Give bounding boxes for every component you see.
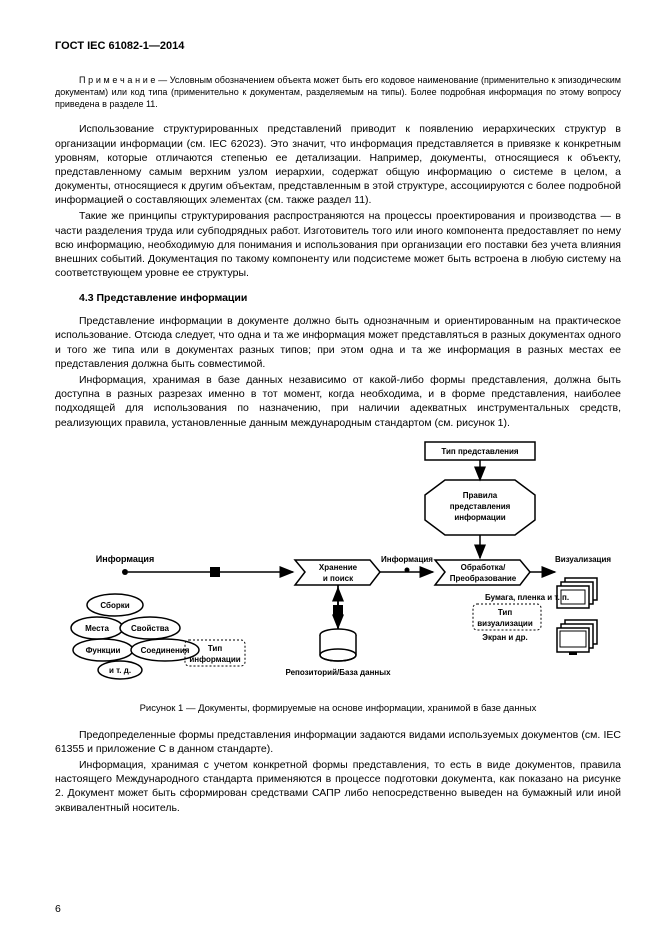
paragraph-block-1: Использование структурированных представ… bbox=[55, 122, 621, 280]
info-clouds: Сборки Места Свойства Функции Соединения… bbox=[71, 594, 199, 679]
monitors-stack-icon bbox=[557, 620, 597, 655]
store-label-2: и поиск bbox=[323, 574, 354, 583]
proc-label-1: Обработка/ bbox=[461, 563, 507, 572]
vis-type-label-1: Тип bbox=[498, 608, 513, 617]
cloud-2-label: Места bbox=[85, 624, 109, 633]
rules-label-3: информации bbox=[454, 513, 505, 522]
mid-square-icon bbox=[333, 605, 343, 615]
figure-caption: Рисунок 1 — Документы, формируемые на ос… bbox=[55, 703, 621, 714]
screen-label: Экран и др. bbox=[482, 633, 527, 642]
info-dot-2 bbox=[405, 567, 410, 572]
store-label-1: Хранение bbox=[319, 563, 358, 572]
database-icon bbox=[320, 629, 356, 661]
paper-label: Бумага, пленка и т. п. bbox=[485, 593, 569, 602]
cloud-3-label: Свойства bbox=[131, 624, 170, 633]
section-heading: 4.3 Представление информации bbox=[55, 292, 621, 304]
type-pres-label: Тип представления bbox=[441, 447, 519, 456]
paragraph-block-3: Предопределенные формы представления инф… bbox=[55, 728, 621, 815]
page: ГОСТ IEC 61082-1—2014 П р и м е ч а н и … bbox=[0, 0, 661, 935]
vis-label: Визуализация bbox=[555, 555, 611, 564]
paragraph-6: Информация, хранимая с учетом конкретной… bbox=[55, 758, 621, 815]
cloud-4-label: Функции bbox=[86, 646, 121, 655]
left-square-icon bbox=[210, 567, 220, 577]
info-type-label-2: информации bbox=[189, 655, 240, 664]
info-label-left: Информация bbox=[96, 554, 154, 564]
info-label-mid: Информация bbox=[381, 555, 433, 564]
rules-label-2: представления bbox=[450, 502, 511, 511]
cloud-5-label: Соединения bbox=[141, 646, 190, 655]
vis-type-label-2: визуализации bbox=[477, 619, 533, 628]
repo-label: Репозиторий/База данных bbox=[285, 668, 391, 677]
diagram-svg: Тип представления Правила представления … bbox=[55, 440, 615, 690]
info-type-label-1: Тип bbox=[208, 644, 223, 653]
proc-label-2: Преобразование bbox=[450, 574, 517, 583]
paragraph-4: Информация, хранимая в базе данных незав… bbox=[55, 373, 621, 430]
rules-label-1: Правила bbox=[463, 491, 498, 500]
figure-1: Тип представления Правила представления … bbox=[55, 440, 621, 695]
paragraph-1: Использование структурированных представ… bbox=[55, 122, 621, 207]
doc-header: ГОСТ IEC 61082-1—2014 bbox=[55, 40, 621, 52]
paragraph-3: Представление информации в документе дол… bbox=[55, 314, 621, 371]
cloud-1-label: Сборки bbox=[100, 601, 129, 610]
paragraph-5: Предопределенные формы представления инф… bbox=[55, 728, 621, 756]
cloud-6-label: и т. д. bbox=[109, 666, 131, 675]
note-paragraph: П р и м е ч а н и е — Условным обозначен… bbox=[55, 74, 621, 110]
paragraph-block-2: Представление информации в документе дол… bbox=[55, 314, 621, 429]
page-number: 6 bbox=[55, 903, 61, 915]
paragraph-2: Такие же принципы структурирования распр… bbox=[55, 209, 621, 280]
info-dot bbox=[122, 569, 128, 575]
